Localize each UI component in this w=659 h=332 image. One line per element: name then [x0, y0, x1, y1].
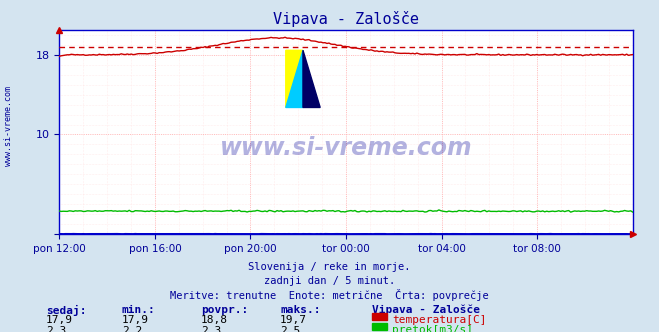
Polygon shape [286, 50, 303, 108]
Text: Slovenija / reke in morje.: Slovenija / reke in morje. [248, 262, 411, 272]
Text: 2,5: 2,5 [280, 326, 301, 332]
Text: 2,2: 2,2 [122, 326, 142, 332]
Text: www.si-vreme.com: www.si-vreme.com [4, 86, 13, 166]
Text: povpr.:: povpr.: [201, 305, 248, 315]
Text: sedaj:: sedaj: [46, 305, 86, 316]
Title: Vipava - Zalošče: Vipava - Zalošče [273, 11, 419, 27]
Text: min.:: min.: [122, 305, 156, 315]
Text: 19,7: 19,7 [280, 315, 307, 325]
Polygon shape [303, 50, 320, 108]
Text: www.si-vreme.com: www.si-vreme.com [219, 136, 473, 160]
Text: zadnji dan / 5 minut.: zadnji dan / 5 minut. [264, 276, 395, 286]
Text: temperatura[C]: temperatura[C] [392, 315, 486, 325]
Text: pretok[m3/s]: pretok[m3/s] [392, 325, 473, 332]
Text: 2,3: 2,3 [46, 326, 67, 332]
Text: 17,9: 17,9 [46, 315, 73, 325]
Text: Meritve: trenutne  Enote: metrične  Črta: povprečje: Meritve: trenutne Enote: metrične Črta: … [170, 289, 489, 301]
Text: 2,3: 2,3 [201, 326, 221, 332]
Text: 17,9: 17,9 [122, 315, 149, 325]
Text: Vipava - Zalošče: Vipava - Zalošče [372, 305, 480, 315]
Text: 18,8: 18,8 [201, 315, 228, 325]
Text: maks.:: maks.: [280, 305, 320, 315]
Polygon shape [286, 50, 303, 108]
